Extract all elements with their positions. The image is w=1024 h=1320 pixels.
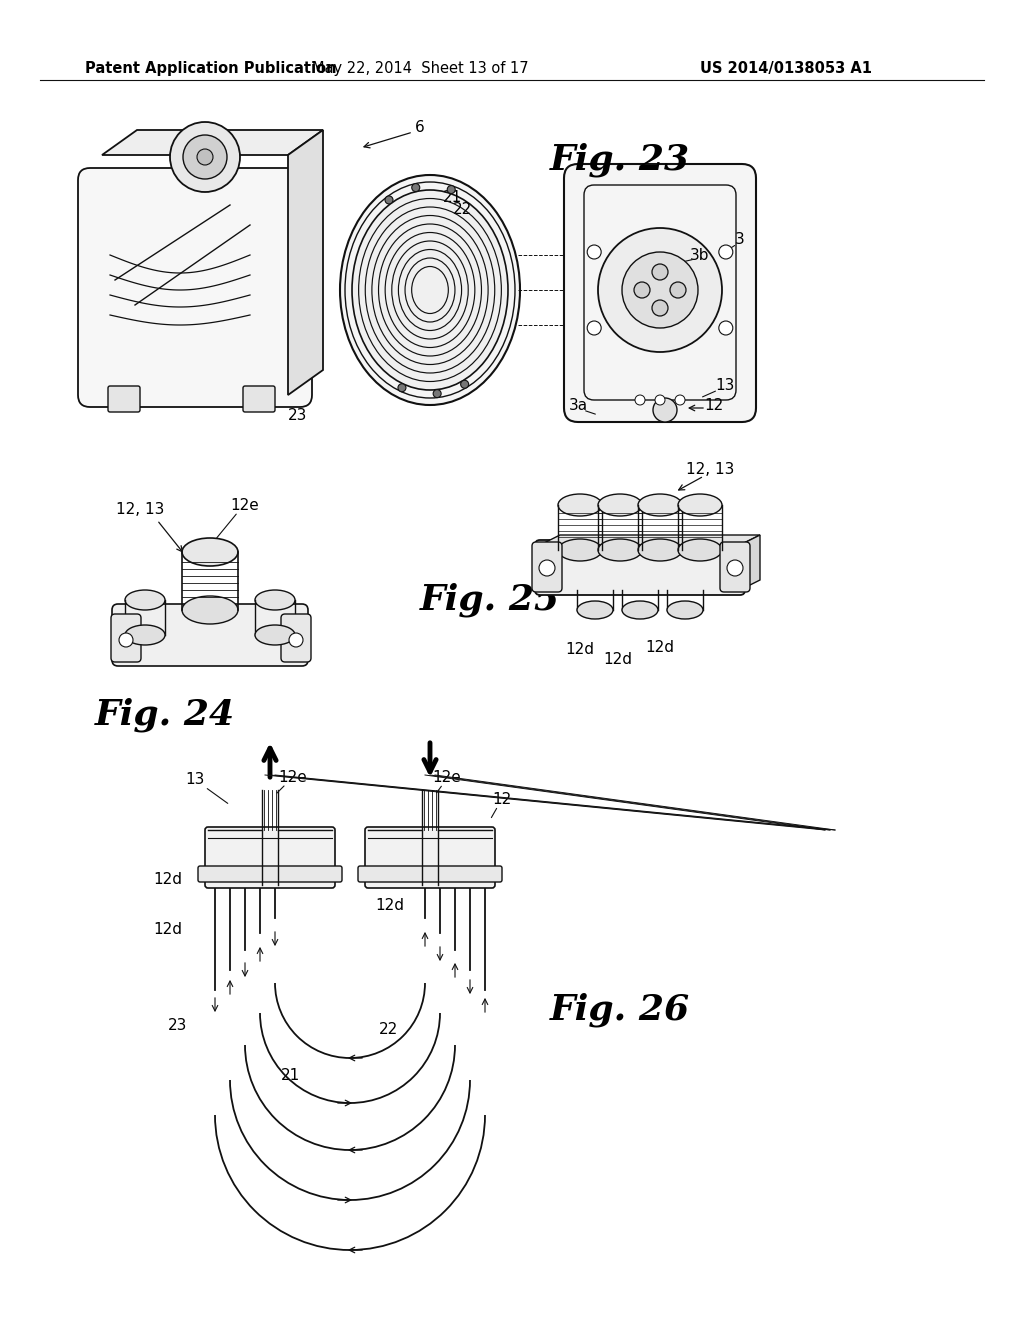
Text: 12d: 12d xyxy=(154,873,182,887)
Circle shape xyxy=(719,321,733,335)
Text: Fig. 23: Fig. 23 xyxy=(550,143,690,177)
Polygon shape xyxy=(540,535,760,545)
Text: 12d: 12d xyxy=(281,867,309,883)
Text: 6: 6 xyxy=(415,120,425,136)
Circle shape xyxy=(183,135,227,180)
Ellipse shape xyxy=(182,597,238,624)
Text: US 2014/0138053 A1: US 2014/0138053 A1 xyxy=(700,61,872,75)
FancyBboxPatch shape xyxy=(564,164,756,422)
Ellipse shape xyxy=(182,539,238,566)
FancyBboxPatch shape xyxy=(532,543,562,591)
Text: 12: 12 xyxy=(493,792,512,808)
Circle shape xyxy=(539,560,555,576)
Text: 13: 13 xyxy=(185,772,205,788)
FancyBboxPatch shape xyxy=(205,828,335,888)
Ellipse shape xyxy=(558,494,602,516)
Text: 12d: 12d xyxy=(603,652,633,668)
Circle shape xyxy=(634,282,650,298)
Text: 21: 21 xyxy=(281,1068,300,1082)
FancyBboxPatch shape xyxy=(535,540,745,595)
Ellipse shape xyxy=(352,190,508,389)
Polygon shape xyxy=(288,129,323,395)
Circle shape xyxy=(197,149,213,165)
FancyBboxPatch shape xyxy=(720,543,750,591)
Circle shape xyxy=(675,395,685,405)
Text: 3a: 3a xyxy=(568,397,588,412)
Ellipse shape xyxy=(558,539,602,561)
Ellipse shape xyxy=(638,539,682,561)
Text: 12d: 12d xyxy=(154,923,182,937)
FancyBboxPatch shape xyxy=(365,828,495,888)
Text: 21: 21 xyxy=(443,190,463,206)
Text: 12, 13: 12, 13 xyxy=(116,503,164,517)
Ellipse shape xyxy=(125,590,165,610)
Ellipse shape xyxy=(125,624,165,645)
Text: 13: 13 xyxy=(716,378,734,392)
Text: May 22, 2014  Sheet 13 of 17: May 22, 2014 Sheet 13 of 17 xyxy=(311,61,528,75)
Text: Patent Application Publication: Patent Application Publication xyxy=(85,61,337,75)
Circle shape xyxy=(635,395,645,405)
Circle shape xyxy=(170,121,240,191)
Circle shape xyxy=(119,634,133,647)
FancyBboxPatch shape xyxy=(78,168,312,407)
Ellipse shape xyxy=(638,494,682,516)
Circle shape xyxy=(653,399,677,422)
FancyBboxPatch shape xyxy=(112,605,308,667)
Text: 12e: 12e xyxy=(279,771,307,785)
Circle shape xyxy=(598,228,722,352)
Circle shape xyxy=(385,195,393,203)
Text: Fig. 26: Fig. 26 xyxy=(550,993,690,1027)
Text: 12d: 12d xyxy=(445,867,474,883)
Text: 12d: 12d xyxy=(371,867,399,883)
Circle shape xyxy=(412,183,420,191)
Text: 12d: 12d xyxy=(376,898,404,912)
Text: 12, 13: 12, 13 xyxy=(686,462,734,478)
FancyBboxPatch shape xyxy=(358,866,502,882)
Circle shape xyxy=(433,389,441,397)
Text: Fig. 25: Fig. 25 xyxy=(420,582,560,618)
Circle shape xyxy=(587,246,601,259)
Circle shape xyxy=(622,252,698,327)
Ellipse shape xyxy=(340,176,520,405)
Ellipse shape xyxy=(577,601,613,619)
Circle shape xyxy=(289,634,303,647)
FancyBboxPatch shape xyxy=(111,614,141,663)
Polygon shape xyxy=(102,129,323,154)
Circle shape xyxy=(727,560,743,576)
Circle shape xyxy=(447,186,456,194)
Text: 23: 23 xyxy=(168,1018,187,1032)
Ellipse shape xyxy=(255,624,295,645)
Circle shape xyxy=(652,264,668,280)
Circle shape xyxy=(719,246,733,259)
Ellipse shape xyxy=(255,590,295,610)
Text: 12d: 12d xyxy=(565,643,595,657)
Text: 12: 12 xyxy=(705,397,724,412)
Text: 22: 22 xyxy=(379,1023,397,1038)
Circle shape xyxy=(652,300,668,315)
Ellipse shape xyxy=(598,494,642,516)
Ellipse shape xyxy=(678,494,722,516)
Ellipse shape xyxy=(598,539,642,561)
FancyBboxPatch shape xyxy=(281,614,311,663)
Text: 22: 22 xyxy=(454,202,473,218)
Polygon shape xyxy=(740,535,760,590)
Text: 3b: 3b xyxy=(690,248,710,263)
FancyBboxPatch shape xyxy=(108,385,140,412)
Text: 23: 23 xyxy=(289,408,307,422)
Ellipse shape xyxy=(622,601,658,619)
Circle shape xyxy=(587,321,601,335)
FancyBboxPatch shape xyxy=(243,385,275,412)
Text: 12e: 12e xyxy=(432,771,462,785)
Text: Fig. 24: Fig. 24 xyxy=(95,698,236,733)
Text: 3: 3 xyxy=(735,232,744,248)
Ellipse shape xyxy=(678,539,722,561)
Ellipse shape xyxy=(667,601,703,619)
Circle shape xyxy=(655,395,665,405)
Circle shape xyxy=(398,384,406,392)
Text: 12e: 12e xyxy=(230,498,259,512)
FancyBboxPatch shape xyxy=(198,866,342,882)
Text: 12d: 12d xyxy=(645,640,675,656)
Circle shape xyxy=(461,380,469,388)
Circle shape xyxy=(670,282,686,298)
